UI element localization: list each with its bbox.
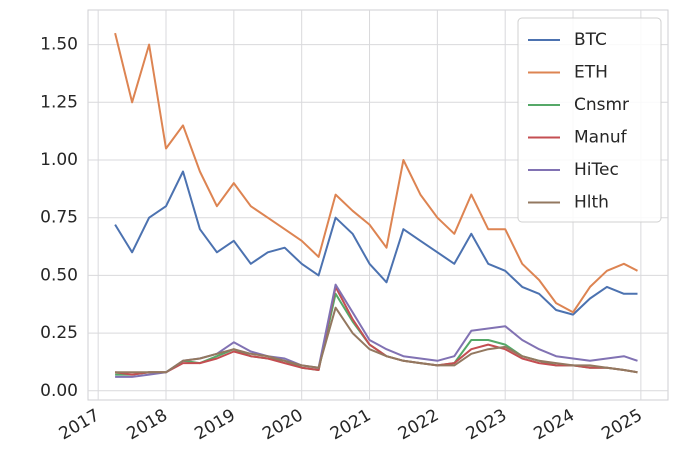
series-line (114, 285, 638, 376)
x-tick-label: 2024 (531, 405, 578, 444)
y-tick-label: 0.50 (40, 265, 78, 285)
y-tick-label: 0.00 (40, 381, 78, 401)
y-tick-label: 1.00 (40, 150, 78, 170)
series-line (115, 306, 638, 374)
y-tick-label: 0.25 (40, 323, 78, 343)
x-tick-label: 2025 (598, 405, 645, 444)
x-tick-label: 2017 (56, 405, 103, 444)
series-line (114, 32, 638, 314)
x-tick-label: 2018 (124, 405, 171, 444)
legend-label: ETH (574, 63, 608, 83)
y-tick-label: 1.25 (40, 92, 78, 112)
lines (114, 32, 638, 378)
legend-label: Manuf (574, 128, 628, 148)
series-line (114, 170, 638, 316)
y-tick-label: 1.50 (40, 35, 78, 55)
legend-label: BTC (574, 30, 607, 50)
y-tick-label: 0.75 (40, 208, 78, 228)
x-tick-label: 2021 (327, 405, 374, 444)
legend-label: Hlth (574, 193, 609, 213)
x-tick-label: 2020 (259, 405, 306, 444)
x-tick-label: 2023 (463, 405, 510, 444)
x-tick-label: 2022 (395, 405, 442, 444)
x-tick-label: 2019 (191, 405, 238, 444)
legend: BTC ETH Cnsmr Manuf HiTec Hlth (517, 17, 662, 223)
legend-label: Cnsmr (574, 95, 629, 115)
legend-label: HiTec (574, 160, 619, 180)
